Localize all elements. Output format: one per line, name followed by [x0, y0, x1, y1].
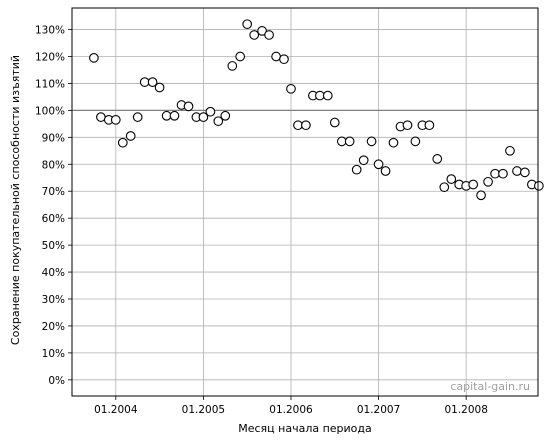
y-tick-label: 130%	[35, 25, 65, 37]
data-point	[521, 168, 530, 177]
data-point	[477, 191, 486, 200]
data-point	[133, 113, 142, 122]
data-point	[280, 55, 289, 64]
data-point	[484, 177, 493, 186]
data-point	[323, 91, 332, 100]
data-point	[119, 138, 128, 147]
data-point	[330, 118, 339, 127]
data-point	[403, 121, 412, 130]
y-axis-label: Сохранение покупательной способности изъ…	[9, 55, 22, 345]
x-tick-label: 01.2008	[444, 404, 487, 416]
data-point	[162, 111, 171, 120]
data-point	[236, 52, 245, 61]
data-point	[272, 52, 281, 61]
y-tick-label: 10%	[42, 348, 65, 360]
data-point	[126, 132, 135, 141]
data-point	[359, 156, 368, 165]
y-tick-label: 80%	[42, 159, 65, 171]
data-point	[243, 20, 252, 29]
data-point	[535, 182, 544, 191]
data-point	[513, 167, 522, 176]
data-point	[250, 31, 259, 40]
data-point	[170, 111, 179, 120]
data-point	[228, 62, 237, 71]
y-tick-label: 100%	[35, 105, 65, 117]
y-tick-label: 30%	[42, 294, 65, 306]
data-point	[491, 169, 500, 178]
data-point	[440, 183, 449, 192]
x-tick-label: 01.2005	[182, 404, 225, 416]
y-tick-label: 60%	[42, 213, 65, 225]
data-point	[111, 116, 120, 125]
y-tick-label: 0%	[48, 375, 65, 387]
data-point	[337, 137, 346, 146]
data-point	[499, 169, 508, 178]
data-point	[469, 180, 478, 189]
data-point	[316, 91, 325, 100]
data-point	[367, 137, 376, 146]
data-point	[381, 167, 390, 176]
data-point	[302, 121, 311, 130]
data-point	[221, 111, 230, 120]
data-point	[206, 107, 215, 116]
data-point	[97, 113, 106, 122]
data-point	[140, 78, 149, 87]
data-point	[287, 85, 296, 94]
y-tick-label: 20%	[42, 321, 65, 333]
y-tick-label: 110%	[35, 78, 65, 90]
y-tick-label: 90%	[42, 132, 65, 144]
data-point	[184, 102, 193, 111]
data-point	[389, 138, 398, 147]
y-tick-label: 120%	[35, 52, 65, 64]
y-tick-label: 70%	[42, 186, 65, 198]
data-point	[506, 147, 515, 156]
x-tick-label: 01.2006	[269, 404, 313, 416]
x-tick-label: 01.2004	[94, 404, 138, 416]
data-point	[155, 83, 164, 92]
data-point	[294, 121, 303, 130]
x-axis-label: Месяц начала периода	[238, 422, 372, 435]
data-point	[265, 31, 274, 40]
data-point	[345, 137, 354, 146]
data-point	[425, 121, 434, 130]
data-point	[90, 54, 99, 63]
data-point	[433, 155, 442, 164]
y-tick-label: 40%	[42, 267, 65, 279]
data-point	[352, 165, 361, 174]
data-point	[411, 137, 420, 146]
data-point	[447, 175, 456, 184]
data-point	[374, 160, 383, 169]
y-tick-label: 50%	[42, 240, 65, 252]
watermark-text: capital-gain.ru	[450, 380, 530, 393]
x-tick-label: 01.2007	[357, 404, 400, 416]
